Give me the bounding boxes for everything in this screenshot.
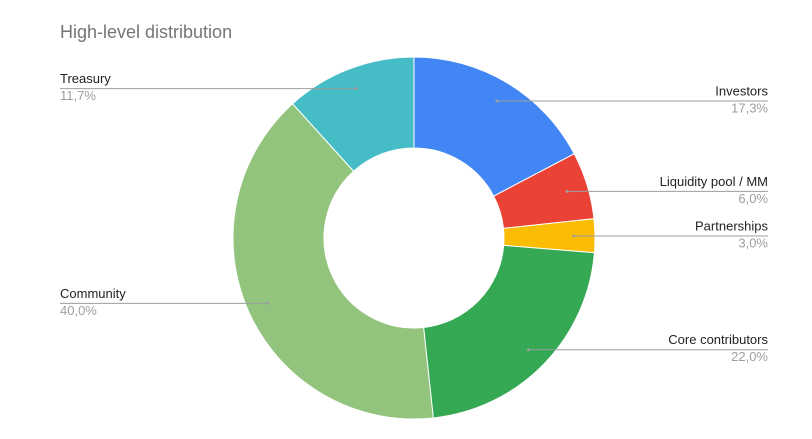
slice-value-label: 40,0% <box>60 303 97 318</box>
slice-label: Partnerships <box>695 218 768 233</box>
slice-label: Core contributors <box>668 332 768 347</box>
leader-dot <box>495 99 499 103</box>
leader-dot <box>565 189 569 193</box>
slice-value-label: 17,3% <box>731 100 768 115</box>
leader-dot <box>572 234 576 238</box>
slice-value-label: 3,0% <box>738 235 768 250</box>
donut-slice <box>232 103 434 420</box>
donut-slice <box>291 56 415 172</box>
slice-label: Community <box>60 286 126 301</box>
donut-slice <box>413 56 575 197</box>
slice-value-label: 22,0% <box>731 349 768 364</box>
leader-dot <box>355 87 359 91</box>
slice-label: Liquidity pool / MM <box>660 174 768 189</box>
slice-value-label: 6,0% <box>738 191 768 206</box>
slice-label: Treasury <box>60 71 111 86</box>
slice-label: Investors <box>715 83 768 98</box>
chart-title: High-level distribution <box>60 22 232 42</box>
leader-dot <box>527 348 531 352</box>
donut-slice <box>423 244 595 419</box>
leader-dot <box>266 301 270 305</box>
slice-value-label: 11,7% <box>60 88 96 103</box>
